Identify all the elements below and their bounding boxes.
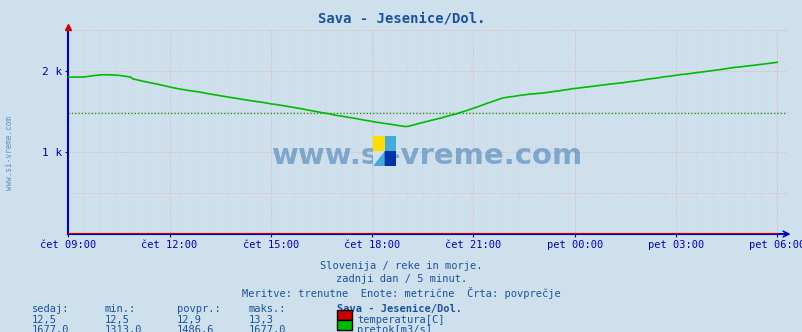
Polygon shape bbox=[373, 151, 384, 166]
Text: povpr.:: povpr.: bbox=[176, 304, 220, 314]
Text: 1486,6: 1486,6 bbox=[176, 325, 214, 332]
Text: Sava - Jesenice/Dol.: Sava - Jesenice/Dol. bbox=[318, 12, 484, 26]
Text: 12,5: 12,5 bbox=[104, 315, 129, 325]
Text: 12,9: 12,9 bbox=[176, 315, 201, 325]
Text: 12,5: 12,5 bbox=[32, 315, 57, 325]
Text: www.si-vreme.com: www.si-vreme.com bbox=[272, 142, 582, 170]
Bar bbox=[384, 136, 395, 151]
Text: 1313,0: 1313,0 bbox=[104, 325, 142, 332]
Text: Slovenija / reke in morje.: Slovenija / reke in morje. bbox=[320, 261, 482, 271]
Text: Meritve: trenutne  Enote: metrične  Črta: povprečje: Meritve: trenutne Enote: metrične Črta: … bbox=[242, 287, 560, 299]
Text: zadnji dan / 5 minut.: zadnji dan / 5 minut. bbox=[335, 274, 467, 284]
Polygon shape bbox=[384, 151, 395, 166]
Text: maks.:: maks.: bbox=[249, 304, 286, 314]
Bar bbox=[384, 151, 395, 166]
Text: 1677,0: 1677,0 bbox=[249, 325, 286, 332]
Text: www.si-vreme.com: www.si-vreme.com bbox=[5, 116, 14, 190]
Text: pretok[m3/s]: pretok[m3/s] bbox=[357, 325, 431, 332]
Bar bbox=[373, 136, 384, 151]
Text: temperatura[C]: temperatura[C] bbox=[357, 315, 444, 325]
Text: 13,3: 13,3 bbox=[249, 315, 273, 325]
Text: 1677,0: 1677,0 bbox=[32, 325, 70, 332]
Bar bbox=[373, 151, 384, 166]
Text: Sava - Jesenice/Dol.: Sava - Jesenice/Dol. bbox=[337, 304, 462, 314]
Text: min.:: min.: bbox=[104, 304, 136, 314]
Text: sedaj:: sedaj: bbox=[32, 304, 70, 314]
